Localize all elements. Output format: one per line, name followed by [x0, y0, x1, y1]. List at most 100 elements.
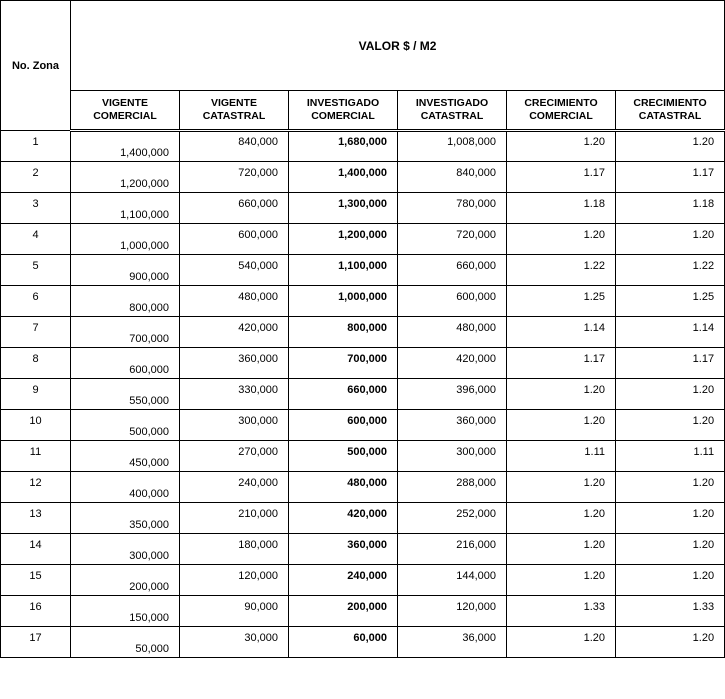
table-row: 9550,000330,000660,000396,0001.201.20: [1, 379, 725, 410]
cell-inv_cat: 288,000: [398, 472, 507, 503]
zona-cell: 11: [1, 441, 71, 472]
cell-inv_cat: 252,000: [398, 503, 507, 534]
cell-inv_com: 1,100,000: [289, 255, 398, 286]
cell-inv_com: 360,000: [289, 534, 398, 565]
cell-vig_cat: 360,000: [180, 348, 289, 379]
cell-inv_cat: 36,000: [398, 627, 507, 658]
cell-vig_com: 1,400,000: [71, 131, 180, 162]
cell-vig_com: 150,000: [71, 596, 180, 627]
cell-crec_cat: 1.25: [616, 286, 725, 317]
cell-vig_cat: 330,000: [180, 379, 289, 410]
cell-vig_com: 450,000: [71, 441, 180, 472]
cell-inv_com: 200,000: [289, 596, 398, 627]
zona-cell: 12: [1, 472, 71, 503]
table-row: 6800,000480,0001,000,000600,0001.251.25: [1, 286, 725, 317]
zona-cell: 6: [1, 286, 71, 317]
cell-inv_cat: 300,000: [398, 441, 507, 472]
cell-inv_com: 600,000: [289, 410, 398, 441]
cell-crec_cat: 1.20: [616, 534, 725, 565]
cell-vig_com: 200,000: [71, 565, 180, 596]
cell-crec_cat: 1.22: [616, 255, 725, 286]
table-row: 7700,000420,000800,000480,0001.141.14: [1, 317, 725, 348]
cell-crec_cat: 1.20: [616, 565, 725, 596]
cell-vig_com: 50,000: [71, 627, 180, 658]
cell-crec_com: 1.20: [507, 131, 616, 162]
cell-inv_cat: 1,008,000: [398, 131, 507, 162]
valor-m2-table: No. Zona VALOR $ / M2 VIGENTE COMERCIAL …: [0, 0, 725, 658]
cell-crec_com: 1.20: [507, 472, 616, 503]
cell-inv_cat: 420,000: [398, 348, 507, 379]
cell-vig_cat: 270,000: [180, 441, 289, 472]
table-row: 11450,000270,000500,000300,0001.111.11: [1, 441, 725, 472]
zona-cell: 5: [1, 255, 71, 286]
zona-cell: 10: [1, 410, 71, 441]
col-vigente-catastral: VIGENTE CATASTRAL: [180, 91, 289, 131]
cell-crec_com: 1.20: [507, 627, 616, 658]
cell-crec_com: 1.20: [507, 410, 616, 441]
cell-vig_cat: 600,000: [180, 224, 289, 255]
valor-title: VALOR $ / M2: [71, 1, 725, 91]
cell-vig_cat: 210,000: [180, 503, 289, 534]
cell-crec_com: 1.22: [507, 255, 616, 286]
cell-vig_cat: 480,000: [180, 286, 289, 317]
cell-vig_com: 400,000: [71, 472, 180, 503]
col-crecimiento-catastral: CRECIMIENTO CATASTRAL: [616, 91, 725, 131]
cell-inv_com: 420,000: [289, 503, 398, 534]
zona-cell: 17: [1, 627, 71, 658]
cell-vig_com: 900,000: [71, 255, 180, 286]
cell-crec_com: 1.20: [507, 224, 616, 255]
cell-crec_cat: 1.20: [616, 627, 725, 658]
cell-crec_com: 1.17: [507, 162, 616, 193]
cell-crec_com: 1.20: [507, 503, 616, 534]
cell-inv_com: 240,000: [289, 565, 398, 596]
cell-crec_cat: 1.20: [616, 131, 725, 162]
table-row: 14300,000180,000360,000216,0001.201.20: [1, 534, 725, 565]
cell-crec_com: 1.14: [507, 317, 616, 348]
cell-inv_cat: 120,000: [398, 596, 507, 627]
cell-vig_com: 600,000: [71, 348, 180, 379]
cell-inv_cat: 660,000: [398, 255, 507, 286]
cell-crec_com: 1.25: [507, 286, 616, 317]
cell-crec_cat: 1.18: [616, 193, 725, 224]
cell-crec_cat: 1.20: [616, 472, 725, 503]
cell-inv_cat: 600,000: [398, 286, 507, 317]
cell-inv_cat: 360,000: [398, 410, 507, 441]
col-investigado-catastral: INVESTIGADO CATASTRAL: [398, 91, 507, 131]
cell-vig_cat: 420,000: [180, 317, 289, 348]
zona-cell: 14: [1, 534, 71, 565]
cell-vig_com: 550,000: [71, 379, 180, 410]
cell-inv_com: 660,000: [289, 379, 398, 410]
cell-inv_cat: 216,000: [398, 534, 507, 565]
cell-inv_cat: 780,000: [398, 193, 507, 224]
cell-crec_cat: 1.11: [616, 441, 725, 472]
cell-vig_cat: 840,000: [180, 131, 289, 162]
cell-inv_cat: 480,000: [398, 317, 507, 348]
zona-cell: 2: [1, 162, 71, 193]
cell-vig_cat: 720,000: [180, 162, 289, 193]
table-row: 8600,000360,000700,000420,0001.171.17: [1, 348, 725, 379]
cell-crec_com: 1.20: [507, 534, 616, 565]
cell-inv_com: 1,000,000: [289, 286, 398, 317]
table-row: 5900,000540,0001,100,000660,0001.221.22: [1, 255, 725, 286]
table-row: 16150,00090,000200,000120,0001.331.33: [1, 596, 725, 627]
cell-crec_cat: 1.33: [616, 596, 725, 627]
table-row: 15200,000120,000240,000144,0001.201.20: [1, 565, 725, 596]
zona-header: No. Zona: [1, 1, 71, 131]
cell-inv_cat: 840,000: [398, 162, 507, 193]
cell-crec_cat: 1.20: [616, 503, 725, 534]
cell-inv_cat: 144,000: [398, 565, 507, 596]
table-body: 11,400,000840,0001,680,0001,008,0001.201…: [1, 131, 725, 658]
cell-vig_com: 1,200,000: [71, 162, 180, 193]
cell-inv_cat: 720,000: [398, 224, 507, 255]
cell-crec_com: 1.17: [507, 348, 616, 379]
table-row: 13350,000210,000420,000252,0001.201.20: [1, 503, 725, 534]
cell-vig_com: 300,000: [71, 534, 180, 565]
cell-inv_com: 1,680,000: [289, 131, 398, 162]
table-row: 31,100,000660,0001,300,000780,0001.181.1…: [1, 193, 725, 224]
cell-inv_com: 800,000: [289, 317, 398, 348]
cell-crec_cat: 1.17: [616, 162, 725, 193]
cell-inv_com: 700,000: [289, 348, 398, 379]
zona-cell: 9: [1, 379, 71, 410]
zona-cell: 13: [1, 503, 71, 534]
cell-crec_com: 1.20: [507, 565, 616, 596]
